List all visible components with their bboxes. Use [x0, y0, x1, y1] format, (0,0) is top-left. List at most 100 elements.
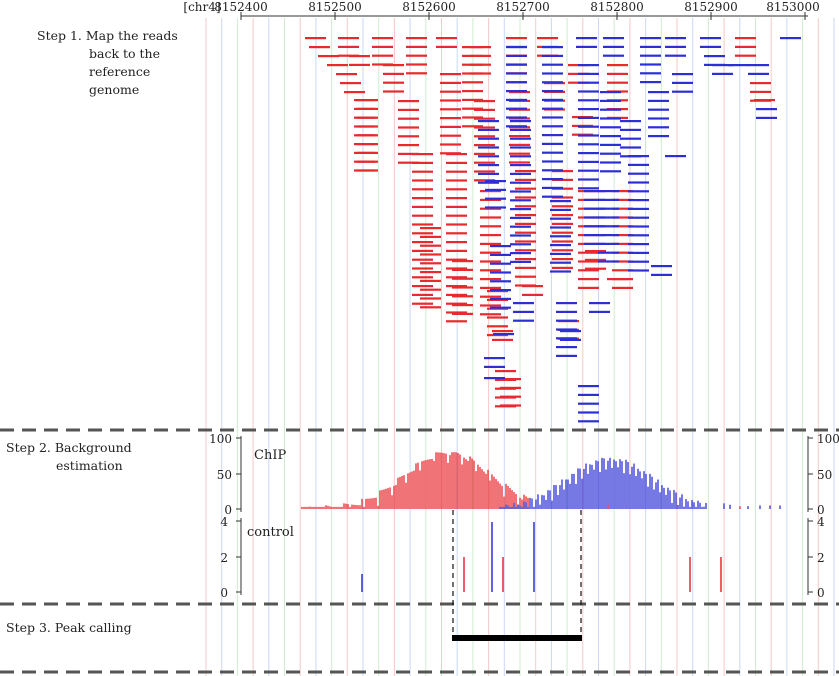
- read: [412, 188, 433, 191]
- read: [357, 125, 378, 128]
- read: [338, 54, 359, 57]
- control-tick-0-right: 0: [817, 586, 825, 600]
- read: [484, 357, 505, 360]
- read: [480, 225, 501, 228]
- read: [440, 117, 461, 120]
- read: [672, 90, 693, 93]
- read: [500, 386, 521, 389]
- read: [600, 117, 621, 120]
- read: [500, 404, 521, 407]
- read: [607, 64, 628, 67]
- read: [440, 108, 461, 111]
- read: [628, 199, 649, 202]
- read: [436, 45, 457, 48]
- chrom-label: [chr4]: [183, 0, 220, 14]
- read: [349, 63, 370, 66]
- read: [506, 54, 527, 57]
- read: [515, 275, 536, 278]
- read: [478, 146, 499, 149]
- read: [750, 82, 771, 85]
- read: [398, 152, 419, 155]
- read: [542, 63, 563, 66]
- read: [542, 72, 563, 75]
- read: [462, 125, 483, 128]
- read: [552, 266, 573, 269]
- read: [550, 270, 571, 273]
- read: [510, 208, 531, 211]
- read: [628, 155, 649, 158]
- read: [578, 81, 599, 84]
- chip-coverage-bars: [301, 452, 781, 509]
- read: [620, 137, 641, 140]
- read: [640, 37, 661, 40]
- position-label-6: 8152900: [684, 0, 737, 14]
- read: [598, 242, 619, 245]
- read: [420, 253, 441, 256]
- read: [412, 249, 433, 252]
- read: [420, 235, 441, 238]
- read: [600, 161, 621, 164]
- read: [542, 46, 563, 49]
- read: [598, 225, 619, 228]
- read: [515, 205, 536, 208]
- read: [560, 338, 581, 341]
- read: [578, 143, 599, 146]
- read: [515, 240, 536, 243]
- read: [383, 90, 404, 93]
- read: [522, 293, 543, 296]
- read: [665, 155, 686, 158]
- read: [509, 135, 530, 138]
- read: [515, 214, 536, 217]
- read: [628, 260, 649, 263]
- read: [607, 278, 628, 281]
- read: [578, 393, 599, 396]
- read: [515, 222, 536, 225]
- read: [485, 197, 506, 200]
- read: [478, 120, 499, 123]
- read: [462, 116, 483, 119]
- read: [487, 325, 508, 328]
- ruler-ticks: [240, 12, 806, 20]
- read: [578, 278, 599, 281]
- read: [552, 258, 573, 261]
- read: [474, 179, 495, 182]
- read: [412, 285, 433, 288]
- read: [446, 232, 467, 235]
- read: [542, 195, 563, 198]
- read: [478, 181, 499, 184]
- read: [446, 153, 467, 156]
- read: [446, 293, 467, 296]
- read: [480, 286, 501, 289]
- read: [509, 143, 530, 146]
- read: [485, 206, 506, 209]
- read: [556, 337, 577, 340]
- read: [480, 304, 501, 307]
- read: [665, 37, 686, 40]
- read: [412, 161, 433, 164]
- read: [480, 269, 501, 272]
- read: [462, 90, 483, 93]
- read: [550, 208, 571, 211]
- read: [542, 125, 563, 128]
- read: [628, 269, 649, 272]
- vertical-gridlines: [205, 18, 835, 676]
- read: [578, 169, 599, 172]
- chip-label: ChIP: [254, 448, 286, 463]
- read: [406, 37, 427, 40]
- read: [480, 260, 501, 263]
- read: [406, 63, 427, 66]
- read: [578, 402, 599, 405]
- read: [474, 108, 495, 111]
- position-label-4: 8152700: [496, 0, 549, 14]
- read: [480, 190, 501, 193]
- read: [515, 231, 536, 234]
- step1-line2: back to the: [89, 46, 160, 61]
- read: [338, 45, 359, 48]
- read: [412, 179, 433, 182]
- position-label-1: 8152400: [214, 0, 267, 14]
- read: [648, 99, 669, 102]
- read: [700, 37, 721, 40]
- read: [603, 37, 624, 40]
- read: [598, 207, 619, 210]
- read: [584, 198, 605, 201]
